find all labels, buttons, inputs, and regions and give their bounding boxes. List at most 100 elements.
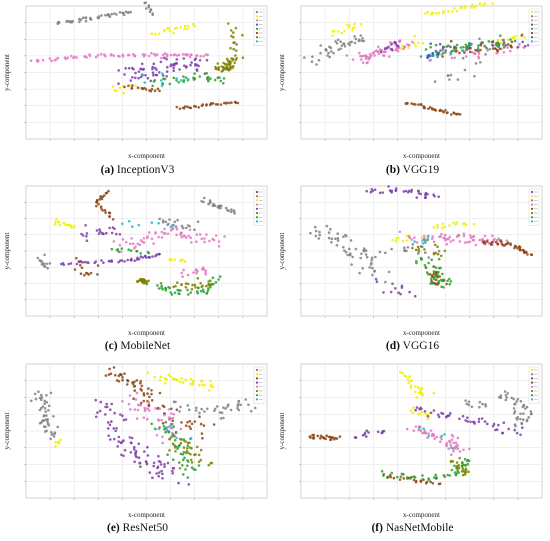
legend-marker [255,23,259,26]
legend-marker [255,27,259,30]
scatter-point [401,239,405,243]
scatter-point [434,251,438,255]
scatter-point [171,227,175,231]
scatter-point [161,288,164,291]
scatter-point [176,281,179,284]
scatter-point [193,72,196,75]
scatter-point [50,433,54,436]
scatter-point [510,40,514,44]
scatter-point [214,234,218,237]
scatter-point [518,43,521,46]
scatter-point [410,102,413,105]
scatter-point [346,253,349,257]
scatter-point [200,285,203,289]
scatter-point [97,15,101,18]
scatter-point [427,107,430,110]
y-axis-label: y-component [278,54,286,91]
caption-e-letter: (e) [107,522,120,534]
scatter-point [431,11,434,14]
scatter-point [111,85,115,88]
scatter-point [414,390,417,394]
scatter-point [222,416,225,420]
scatter-point [112,366,116,369]
scatter-point [175,105,179,109]
scatter-point [400,286,404,289]
scatter-point [180,235,184,239]
scatter-point [155,433,159,437]
scatter-point [423,429,427,433]
scatter-point [71,19,74,23]
scatter-point [213,409,216,413]
scatter-point [132,242,135,245]
scatter-point [161,72,164,75]
scatter-point [216,62,220,65]
scatter-point [440,232,443,236]
scatter-point [414,408,417,412]
legend-marker [255,211,259,215]
scatter-point [226,209,229,212]
scatter-point [229,46,232,50]
scatter-point [150,221,154,224]
scatter-point [466,416,469,419]
scatter-point [132,385,136,388]
scatter-point [173,53,177,56]
scatter-point [328,45,331,49]
scatter-point [129,249,133,252]
scatter-point [443,433,446,436]
series-0 [399,371,436,421]
scatter-point [464,464,468,467]
scatter-point [182,79,186,82]
scatter-point [423,248,426,251]
scatter-point [148,10,152,13]
scatter-point [378,191,382,195]
scatter-point [167,285,170,289]
scatter-point [421,42,425,45]
scatter-point [179,289,182,292]
scatter-point [62,221,65,225]
scatter-point [415,241,419,244]
scatter-point [205,284,208,288]
scatter-point [186,441,190,445]
scatter-point [500,240,503,243]
scatter-point [478,37,481,41]
scatter-point [436,226,439,229]
scatter-point [45,400,48,404]
scatter-point [54,444,57,448]
scatter-point [463,473,467,476]
scatter-point [158,89,161,93]
scatter-point [158,391,162,395]
scatter-point [455,461,459,464]
scatter-point [445,282,448,286]
scatter-point [379,50,383,53]
scatter-point [464,399,467,402]
scatter-point [131,66,134,70]
scatter-point [519,417,522,421]
scatter-point [445,444,448,448]
scatter-point [205,407,209,411]
scatter-point [380,470,384,473]
scatter-point [208,201,212,205]
scatter-point [96,273,99,276]
scatter-point [211,237,214,241]
scatter-point [421,431,424,435]
scatter-point [469,420,472,424]
scatter-point [182,75,185,78]
scatter-point [197,464,201,467]
scatter-point [370,188,373,191]
scatter-point [515,431,519,435]
scatter-point [432,409,436,412]
scatter-point [409,477,412,480]
scatter-point [195,68,199,71]
scatter-point [447,447,450,450]
scatter-point [480,417,484,420]
scatter-point [102,261,105,264]
scatter-point [457,466,461,470]
scatter-point [233,41,236,44]
scatter-point [452,449,455,453]
scatter-point [50,431,53,434]
scatter-point [181,464,184,467]
scatter-point [429,411,433,415]
scatter-point [525,405,529,409]
legend-marker [255,220,259,223]
